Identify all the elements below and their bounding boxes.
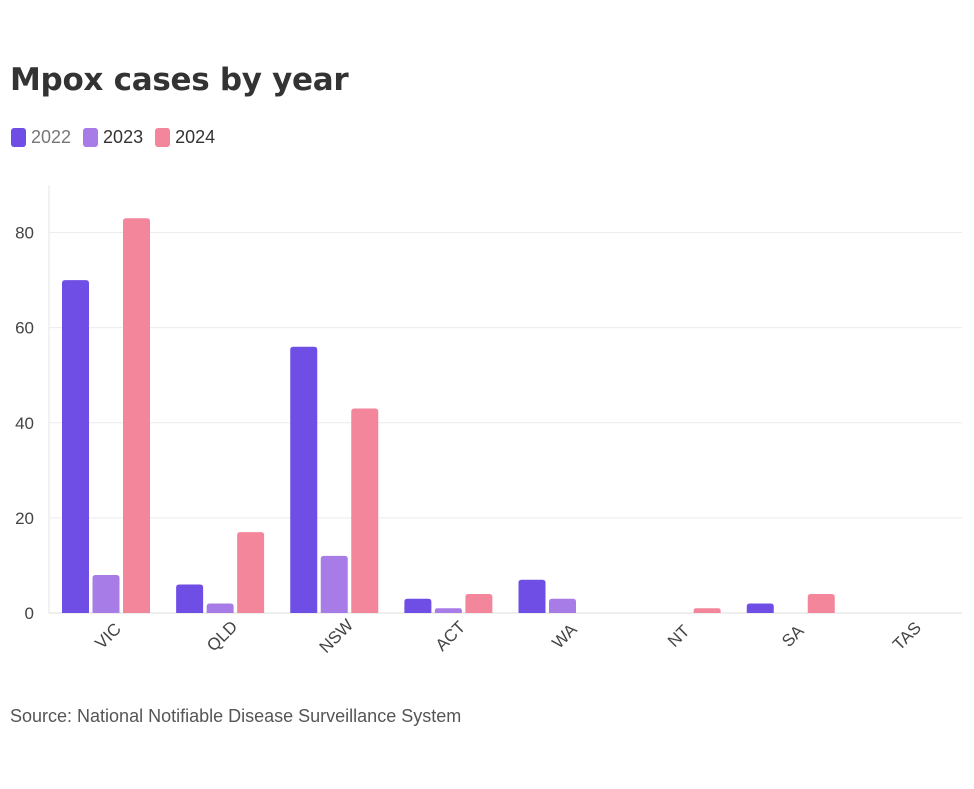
legend-swatch-2022 bbox=[11, 128, 26, 147]
x-axis-ticks: VIC QLD NSW ACT WA NT SA TAS bbox=[91, 615, 925, 656]
bars bbox=[62, 218, 835, 614]
x-tick-label: TAS bbox=[889, 618, 925, 654]
bar-wa-2023[interactable] bbox=[549, 598, 576, 613]
bar-wa-2022[interactable] bbox=[518, 579, 546, 613]
source-note: Source: National Notifiable Disease Surv… bbox=[10, 706, 462, 726]
bar-nsw-2022[interactable] bbox=[290, 346, 318, 613]
bar-nsw-2024[interactable] bbox=[351, 408, 379, 613]
y-tick-label: 0 bbox=[25, 604, 34, 623]
legend-swatch-2023 bbox=[83, 128, 99, 147]
bar-qld-2022[interactable] bbox=[176, 584, 204, 613]
legend: 2022 2023 2024 bbox=[11, 127, 227, 148]
bar-act-2024[interactable] bbox=[465, 593, 493, 613]
bar-vic-2023[interactable] bbox=[92, 574, 120, 613]
bar-vic-2024[interactable] bbox=[123, 218, 150, 614]
legend-label-2023: 2023 bbox=[103, 127, 144, 147]
x-tick-label: NT bbox=[664, 621, 693, 650]
chart-title: Mpox cases by year bbox=[10, 62, 349, 98]
x-tick-label: ACT bbox=[432, 617, 469, 654]
legend-item-2022[interactable]: 2022 bbox=[11, 127, 71, 148]
x-tick-label: VIC bbox=[91, 619, 124, 652]
bar-act-2022[interactable] bbox=[404, 598, 432, 613]
bar-chart: 0 20 40 60 80 VIC QLD NSW ACT WA NT SA TAS bbox=[15, 185, 962, 657]
bar-qld-2024[interactable] bbox=[237, 532, 265, 613]
y-tick-label: 60 bbox=[15, 319, 34, 338]
bar-nt-2024[interactable] bbox=[693, 608, 721, 613]
bar-nsw-2023[interactable] bbox=[320, 555, 348, 613]
bar-sa-2022[interactable] bbox=[746, 603, 774, 613]
bar-vic-2022[interactable] bbox=[62, 280, 89, 613]
legend-label-2024: 2024 bbox=[175, 127, 216, 147]
y-tick-label: 20 bbox=[15, 509, 34, 528]
bar-sa-2024[interactable] bbox=[807, 593, 835, 613]
bar-qld-2023[interactable] bbox=[206, 603, 234, 613]
x-tick-label: WA bbox=[548, 619, 581, 652]
y-axis-ticks: 0 20 40 60 80 bbox=[15, 224, 34, 623]
y-tick-label: 40 bbox=[15, 414, 34, 433]
legend-item-2024[interactable]: 2024 bbox=[155, 127, 215, 148]
x-tick-label: QLD bbox=[203, 617, 241, 655]
x-tick-label: SA bbox=[778, 621, 808, 651]
y-tick-label: 80 bbox=[15, 224, 34, 243]
gridlines bbox=[48, 185, 962, 614]
bar-act-2023[interactable] bbox=[434, 608, 462, 613]
legend-swatch-2024 bbox=[155, 128, 171, 147]
legend-label-2022: 2022 bbox=[31, 127, 72, 147]
x-tick-label: NSW bbox=[316, 615, 357, 656]
legend-item-2023[interactable]: 2023 bbox=[83, 127, 143, 148]
